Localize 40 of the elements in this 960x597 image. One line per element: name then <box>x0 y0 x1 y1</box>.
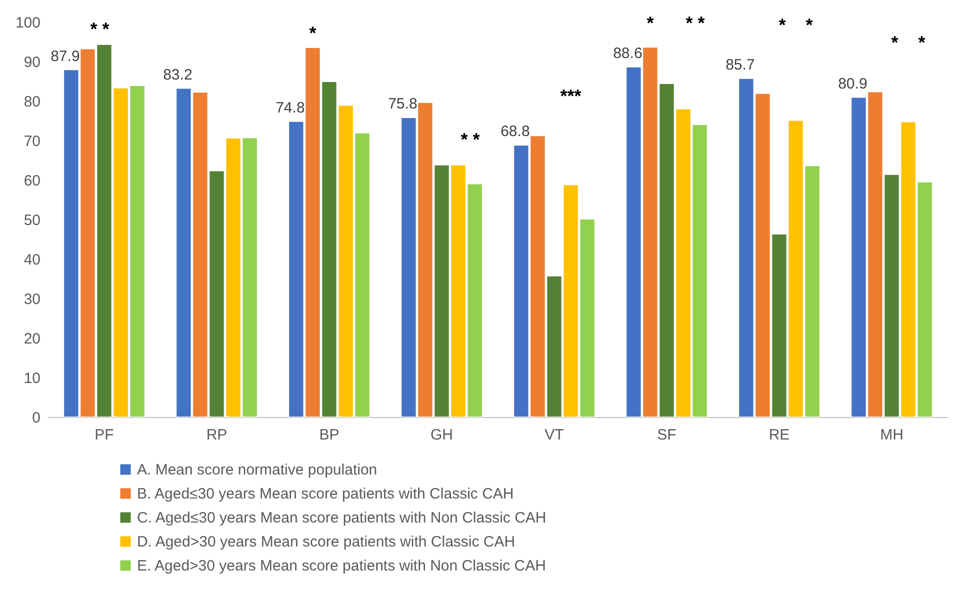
data-label: 85.7 <box>726 56 755 74</box>
x-tick-label: MH <box>880 426 904 444</box>
x-tick-label: VT <box>544 426 564 444</box>
legend-label: D. Aged>30 years Mean score patients with Classic CAH <box>137 534 516 550</box>
x-tick-label: GH <box>430 426 453 444</box>
annotation: * * <box>686 12 705 33</box>
y-tick-label: 30 <box>24 291 40 308</box>
x-tick-label: RP <box>206 426 228 444</box>
annotation: * <box>309 22 316 43</box>
data-label: 83.2 <box>163 66 192 84</box>
y-tick-label: 50 <box>24 212 40 229</box>
y-tick-label: 10 <box>24 370 40 387</box>
y-tick-label: 80 <box>24 94 40 110</box>
data-label: 74.8 <box>276 100 305 117</box>
annotation: * * <box>778 14 813 35</box>
x-tick-label: SF <box>657 426 676 444</box>
data-label: 75.8 <box>388 96 418 113</box>
y-tick-label: 100 <box>15 14 40 32</box>
annotation: * * <box>90 18 110 39</box>
data-label: 88.6 <box>613 45 642 62</box>
y-tick-label: 70 <box>24 133 40 150</box>
data-label: 87.9 <box>50 48 80 65</box>
legend-label: C. Aged≤30 years Mean score patients with Non Classic CAH <box>137 510 546 526</box>
y-tick-label: 0 <box>32 410 40 426</box>
x-tick-label: PF <box>94 426 114 444</box>
x-tick-label: BP <box>319 426 340 444</box>
y-tick-label: 60 <box>24 172 40 190</box>
y-tick-label: 20 <box>24 330 40 348</box>
legend-label: B. Aged≤30 years Mean score patients with Classic CAH <box>137 486 514 502</box>
y-tick-label: 90 <box>24 54 40 71</box>
data-label: 80.9 <box>838 75 868 92</box>
annotation: * <box>646 12 654 33</box>
legend-label: E. Aged>30 years Mean score patients with Non Classic CAH <box>137 558 546 574</box>
legend-label: A. Mean score normative population <box>137 462 378 478</box>
annotation: * * <box>891 32 926 53</box>
y-tick-label: 40 <box>24 252 40 268</box>
x-tick-label: RE <box>768 426 790 444</box>
annotation: *** <box>560 86 582 106</box>
annotation: * * <box>460 130 480 150</box>
data-label: 68.8 <box>500 123 530 140</box>
